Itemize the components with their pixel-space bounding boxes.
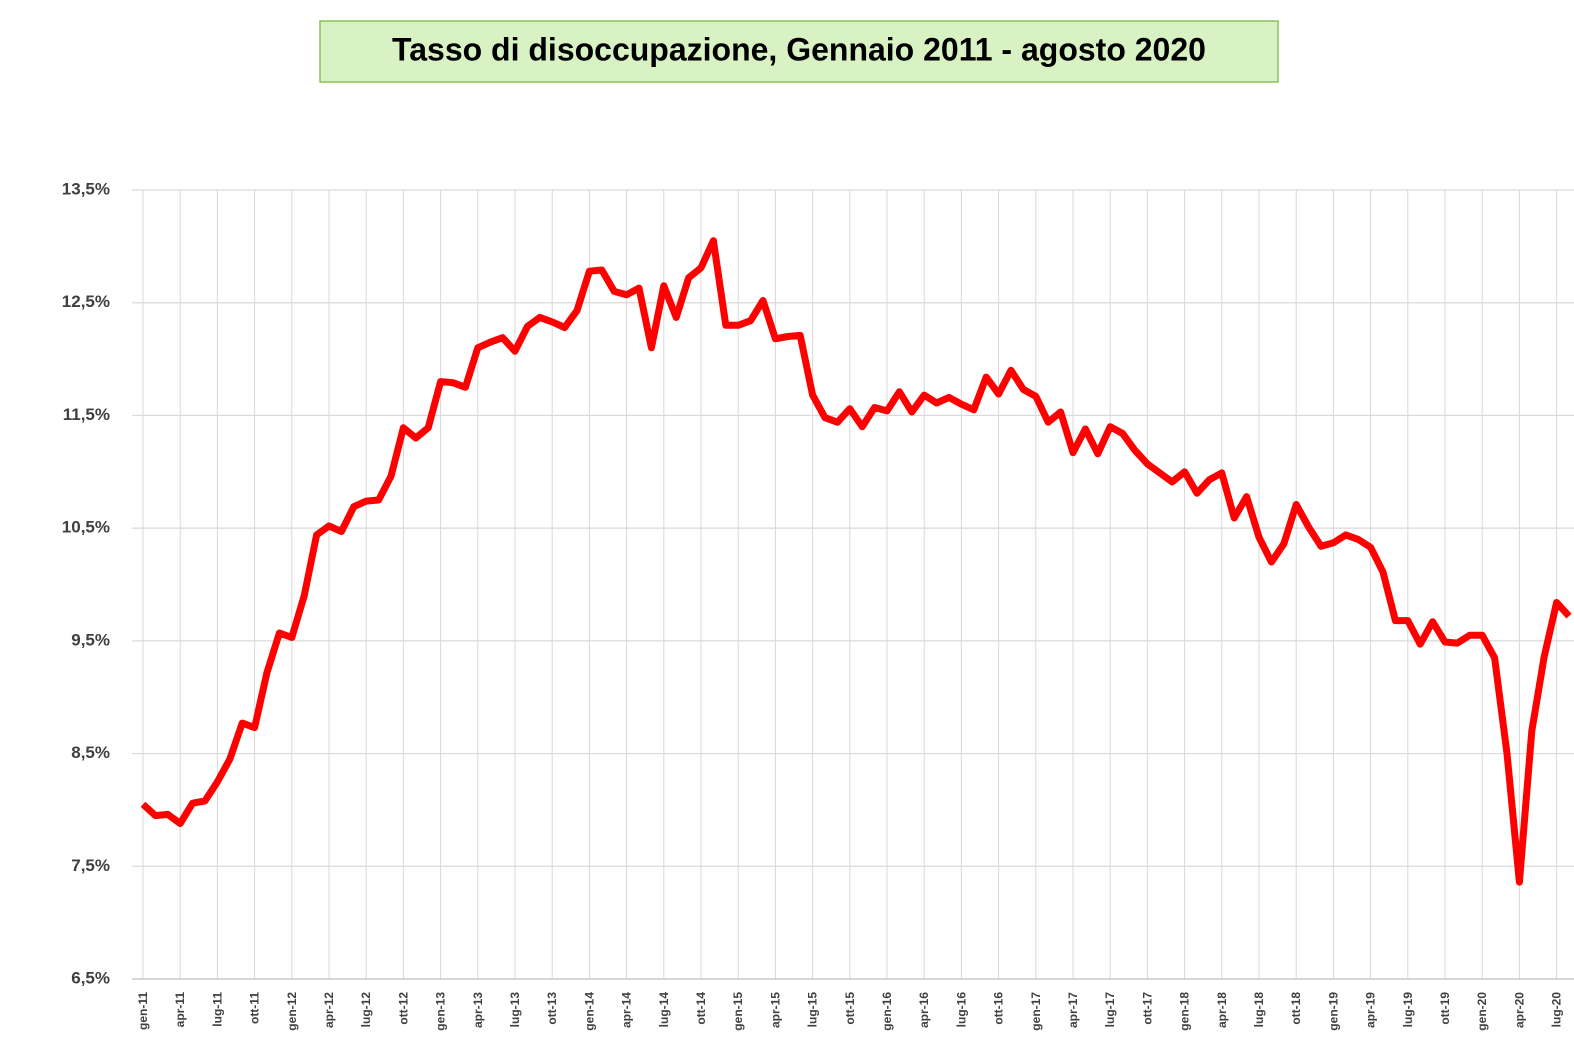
x-tick-label: gen-15 <box>731 992 745 1031</box>
x-tick-label: lug-20 <box>1550 992 1564 1028</box>
x-tick-label: apr-20 <box>1512 992 1526 1028</box>
x-tick-label: lug-17 <box>1103 992 1117 1028</box>
x-tick-label: apr-14 <box>620 992 634 1028</box>
chart-title: Tasso di disoccupazione, Gennaio 2011 - … <box>392 31 1206 67</box>
x-tick-label: gen-18 <box>1178 992 1192 1031</box>
x-tick-label: gen-16 <box>880 992 894 1031</box>
y-tick-label: 7,5% <box>71 856 110 875</box>
x-tick-label: lug-11 <box>210 992 224 1027</box>
x-tick-label: lug-14 <box>657 992 671 1028</box>
x-tick-label: apr-12 <box>322 992 336 1028</box>
x-tick-label: apr-18 <box>1215 992 1229 1028</box>
x-tick-label: gen-20 <box>1475 992 1489 1031</box>
x-tick-label: ott-17 <box>1140 992 1154 1025</box>
x-tick-label: lug-13 <box>508 992 522 1028</box>
y-tick-label: 10,5% <box>62 518 110 537</box>
x-tick-label: gen-19 <box>1326 992 1340 1031</box>
x-tick-label: gen-17 <box>1029 992 1043 1031</box>
x-tick-label: ott-11 <box>248 992 262 1024</box>
x-tick-label: gen-12 <box>285 992 299 1031</box>
x-tick-label: lug-12 <box>359 992 373 1028</box>
x-tick-label: apr-17 <box>1066 992 1080 1028</box>
x-tick-label: ott-18 <box>1289 992 1303 1025</box>
line-series <box>140 237 1572 886</box>
x-tick-label: apr-13 <box>471 992 485 1028</box>
x-tick-label: ott-13 <box>545 992 559 1025</box>
x-tick-label: ott-16 <box>992 992 1006 1025</box>
x-tick-label: lug-18 <box>1252 992 1266 1028</box>
x-tick-label: ott-19 <box>1438 992 1452 1025</box>
y-tick-label: 6,5% <box>71 968 110 987</box>
y-tick-label: 8,5% <box>71 743 110 762</box>
x-tick-label: apr-15 <box>768 992 782 1028</box>
x-tick-label: gen-11 <box>136 992 150 1030</box>
y-tick-label: 13,5% <box>62 179 110 198</box>
y-tick-label: 9,5% <box>71 630 110 649</box>
x-tick-label: apr-19 <box>1364 992 1378 1028</box>
title-box <box>319 20 1279 83</box>
y-tick-label: 11,5% <box>63 405 110 424</box>
x-tick-label: gen-13 <box>434 992 448 1031</box>
x-tick-label: lug-16 <box>954 992 968 1028</box>
x-tick-label: gen-14 <box>582 992 596 1031</box>
x-tick-label: ott-12 <box>396 992 410 1025</box>
y-tick-label: 12,5% <box>62 292 110 311</box>
x-tick-label: apr-11 <box>173 992 187 1028</box>
x-tick-label: ott-15 <box>843 992 857 1025</box>
x-tick-label: lug-15 <box>806 992 820 1028</box>
x-tick-label: lug-19 <box>1401 992 1415 1028</box>
x-tick-label: apr-16 <box>917 992 931 1028</box>
x-tick-label: ott-14 <box>694 992 708 1025</box>
